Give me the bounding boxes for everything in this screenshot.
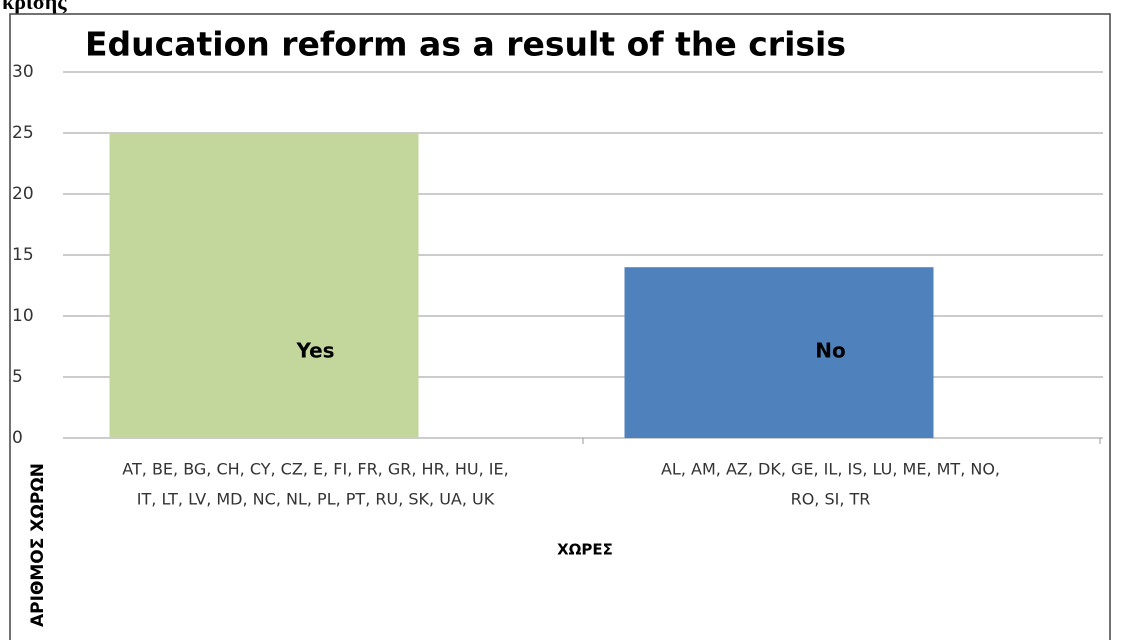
- caption-fragment: κρίσης: [2, 0, 67, 14]
- bar: [109, 133, 419, 438]
- bar-label: No: [815, 339, 845, 363]
- bar: [624, 267, 934, 438]
- bar-label: Yes: [295, 339, 334, 363]
- y-tick-label: 30: [12, 62, 34, 82]
- y-axis-label: ΑΡΙΘΜΟΣ ΧΩΡΩΝ: [28, 463, 48, 627]
- x-tick-label: RO, SI, TR: [791, 490, 871, 509]
- x-tick-label: AT, BE, BG, CH, CY, CZ, E, FI, FR, GR, H…: [122, 460, 508, 479]
- y-tick-label: 5: [12, 367, 23, 387]
- x-tick-label: IT, LT, LV, MD, NC, NL, PL, PT, RU, SK, …: [137, 490, 495, 509]
- y-tick-label: 15: [12, 245, 34, 265]
- x-tick-label: AL, AM, AZ, DK, GE, IL, IS, LU, ME, MT, …: [661, 460, 1000, 479]
- y-tick-label: 0: [12, 428, 23, 448]
- chart-title: Education reform as a result of the cris…: [85, 25, 846, 64]
- y-tick-label: 25: [12, 123, 34, 143]
- y-tick-label: 20: [12, 184, 34, 204]
- x-axis-label: ΧΩΡΕΣ: [557, 541, 613, 559]
- y-tick-label: 10: [12, 306, 34, 326]
